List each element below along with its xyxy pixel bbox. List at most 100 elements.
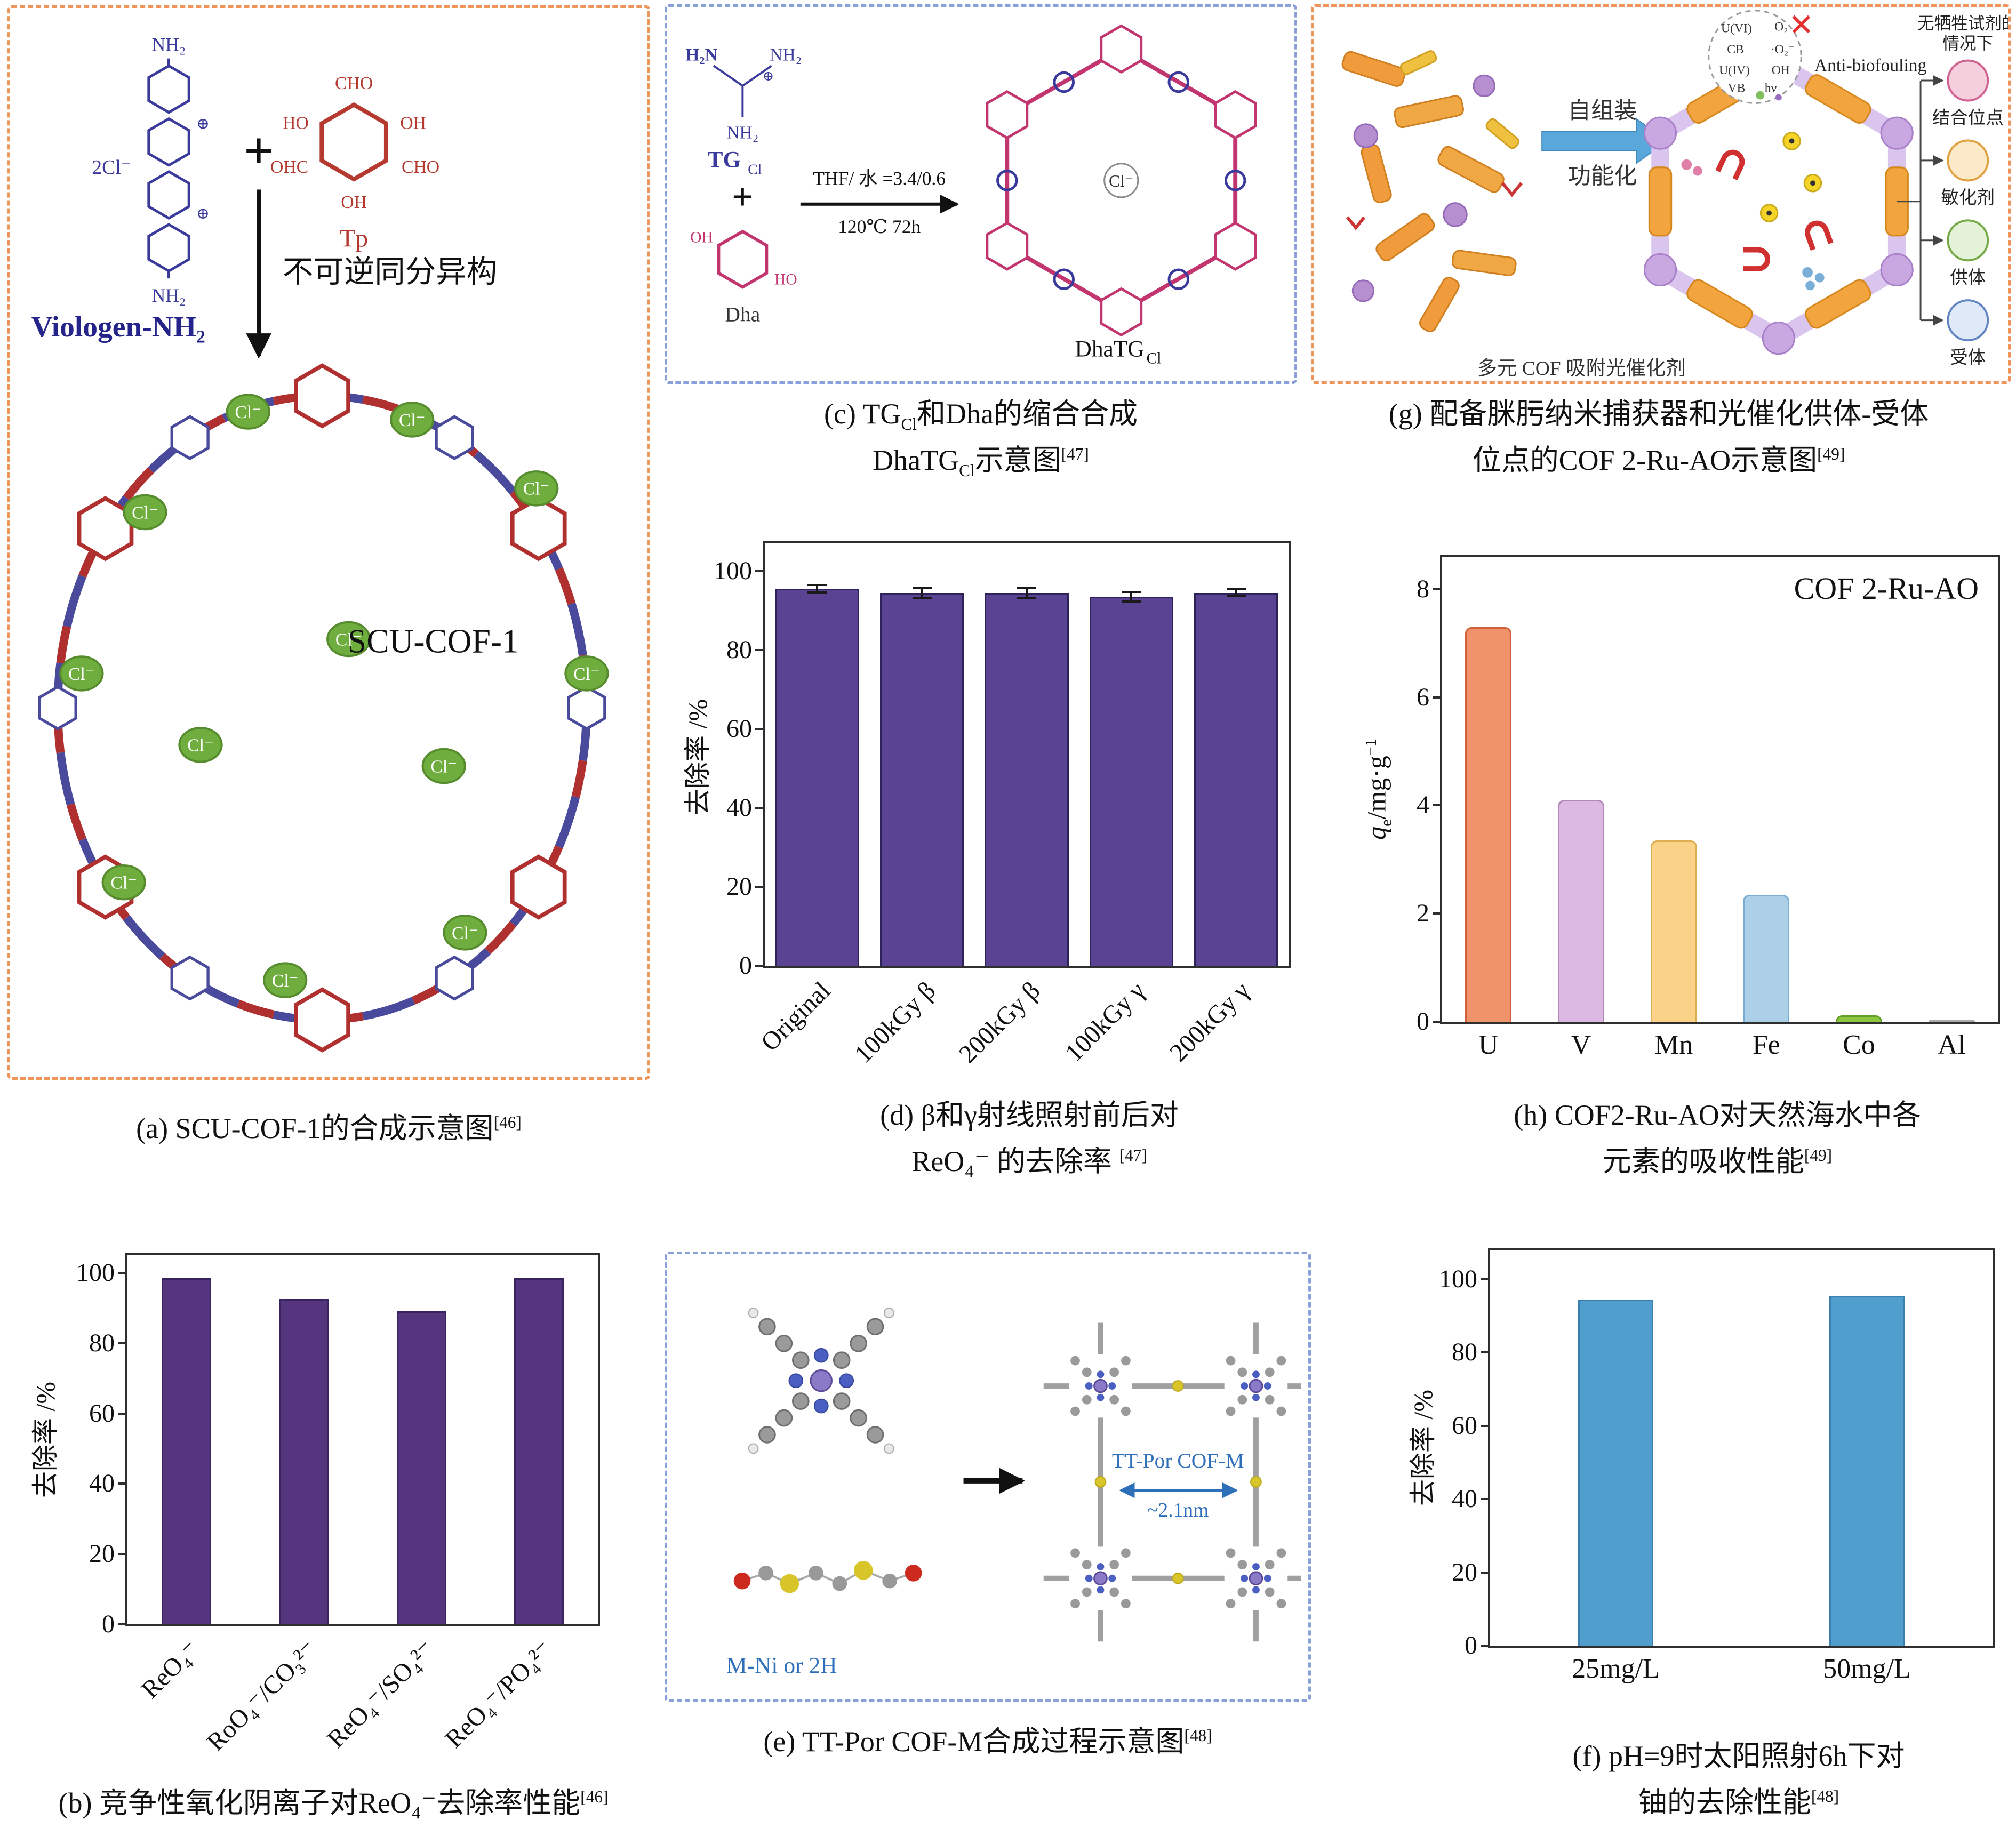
y-tick-label: 100: [76, 1258, 115, 1287]
caption-h-text2: 元素的吸收性能: [1602, 1145, 1804, 1177]
cl-badge: Cl⁻: [59, 655, 104, 692]
chart-d-plot: 0 20 40 60 80 100 Original 100kGy β 200kGy β 100k…: [714, 541, 1291, 1068]
functionalize-label: 功能化: [1567, 163, 1637, 189]
cl-badge: Cl⁻: [443, 915, 487, 951]
cl-badge: Cl⁻: [390, 402, 435, 438]
oh-label: OH: [690, 229, 713, 246]
caption-a: (a) SCU-COF-1的合成示意图[46]: [7, 1112, 650, 1145]
caption-c-text2: 和Dha的缩合合成: [917, 398, 1138, 430]
bar-RoO₄⁻/CO₃²⁻: [279, 1299, 329, 1624]
cl-badge: Cl⁻: [564, 655, 609, 692]
cl-badge-label: Cl⁻: [68, 664, 95, 684]
oh-label: OH: [1772, 63, 1790, 77]
plus-sign: +: [732, 177, 753, 218]
caption-h-line1: (h) COF2-Ru-AO对天然海水中各: [1419, 1099, 2016, 1132]
cl-badge-label: Cl⁻: [523, 479, 550, 499]
panel-a-box: NH₂ NH₂ 2Cl⁻ ⊕ ⊕ + CHO HO OH OHC CHO OH …: [7, 5, 650, 1080]
cation-charge-icon: ⊕: [196, 115, 210, 132]
caption-g-text2: 位点的COF 2-Ru-AO示意图: [1472, 444, 1818, 476]
tgcl-structure: [713, 65, 772, 118]
y-tick-label: 20: [726, 872, 752, 901]
y-tick-label: 2: [1417, 899, 1429, 928]
y-tick-label: 80: [1452, 1338, 1477, 1367]
caption-h-line2: 元素的吸收性能[49]: [1419, 1145, 2016, 1178]
caption-f-line1: (f) pH=9时太阳照射6h下对: [1461, 1739, 2016, 1773]
caption-e-ref: [48]: [1184, 1726, 1212, 1745]
plus-sign: +: [244, 122, 274, 180]
panel-e-figure: M-Ni or 2H TT-Por COF-M: [726, 1303, 1301, 1679]
acceptor-label: 受体: [1950, 348, 1986, 367]
caption-b: (b) 竞争性氧化阴离子对ReO₄⁻去除率性能[46]: [0, 1786, 667, 1819]
y-tick-mark: [118, 1271, 127, 1274]
bar-Mn: [1650, 840, 1697, 1022]
uvi-label: U(VI): [1721, 21, 1752, 35]
y-tick-label: 60: [726, 714, 752, 743]
y-tick-label: 40: [726, 793, 752, 822]
y-tick-label: 8: [1417, 574, 1429, 603]
caption-d-line2: ReO₄⁻ 的去除率 [47]: [736, 1145, 1323, 1178]
cof-framework-model: [1043, 1322, 1301, 1642]
x-tick-label: Mn: [1654, 1030, 1693, 1060]
bar-ReO₄⁻/SO₄²⁻: [396, 1311, 446, 1624]
caption-b-text: (b) 竞争性氧化阴离子对ReO₄⁻去除率性能: [58, 1787, 581, 1819]
x-tick-label: ReO₄⁻: [136, 1634, 205, 1704]
cl-badge-label: Cl⁻: [235, 403, 261, 422]
y-tick-mark: [755, 965, 765, 967]
y-tick-label: 4: [1417, 791, 1429, 820]
cl-badge-label: Cl⁻: [335, 630, 362, 650]
cl-badge-label: Cl⁻: [110, 873, 137, 893]
nh2-label: NH₂: [770, 45, 802, 65]
caption-a-text: (a) SCU-COF-1的合成示意图: [136, 1112, 494, 1144]
x-tick-label: ReO₄⁻/SO₄²⁻: [322, 1634, 441, 1754]
caption-c-sub: Cl: [901, 414, 917, 434]
x-tick-label: 100kGy β: [849, 976, 941, 1069]
condition-bottom-label: 120℃ 72h: [838, 216, 921, 237]
scu-cof-ring: [39, 366, 605, 1051]
x-tick-label: Original: [755, 976, 836, 1057]
error-bar: [1130, 590, 1133, 603]
chart-f-plot: 0 20 40 60 80 100 25mg/L 50mg/L: [1439, 1248, 1995, 1683]
scu-cof-1-label: SCU-COF-1: [348, 622, 519, 660]
bar-Co: [1836, 1015, 1882, 1022]
caption-c-line1: (c) TGCl和Dha的缩合合成: [665, 397, 1297, 434]
x-tick-label: 200kGy γ: [1164, 976, 1255, 1068]
y-tick-label: 20: [1452, 1558, 1477, 1586]
metal-label: M-Ni or 2H: [726, 1653, 837, 1679]
y-tick-mark: [1481, 1278, 1490, 1280]
y-tick-mark: [1433, 804, 1442, 807]
bar-100kGy β: [880, 592, 964, 966]
panel-c-box: H₂N NH₂ NH₂ ⊕ TG Cl + OH HO Dha THF/ 水 =…: [665, 4, 1297, 384]
binding-site-label: 结合位点: [1932, 108, 2004, 128]
chart-h-title: COF 2-Ru-AO: [1794, 571, 1979, 606]
cho-label: CHO: [335, 74, 373, 93]
cl-badge-label: Cl⁻: [452, 924, 478, 943]
oh-label: OH: [341, 193, 367, 212]
y-tick-mark: [1433, 912, 1442, 915]
photocatalysis-inset: U(VI) O₂ CB ·O₂⁻ U(IV) OH VB hν: [1708, 10, 1811, 104]
bar-ReO₄⁻: [161, 1278, 211, 1624]
x-tick-label: U: [1478, 1030, 1499, 1060]
bar-ReO₄⁻/PO₄²⁻: [514, 1278, 564, 1624]
bar-Al: [1928, 1020, 1975, 1022]
sensitizer-label: 敏化剂: [1941, 188, 1995, 208]
caption-f-line2: 铀的去除性能[48]: [1461, 1786, 2016, 1819]
monomer-units: [1341, 50, 1523, 333]
chart-b-ylabel: 去除率 /%: [30, 1381, 60, 1498]
caption-e: (e) TT-Por COF-M合成过程示意图[48]: [665, 1725, 1311, 1758]
no-sacrificial-label-1: 无牺牲试剂的: [1917, 14, 2008, 33]
error-bar: [1235, 588, 1237, 598]
error-bar: [1026, 587, 1028, 599]
thiophene-model: [733, 1561, 922, 1593]
cl-badge: Cl⁻: [178, 727, 223, 763]
oh-label: OH: [400, 113, 426, 133]
caption-c-text3: DhaTG: [873, 444, 959, 476]
panel-g-box: 自组装 功能化: [1311, 4, 2011, 384]
cl-badge: Cl⁻: [514, 470, 559, 507]
bar-50mg/L: [1829, 1295, 1905, 1646]
chart-d-ylabel: 去除率 /%: [683, 699, 713, 816]
viologen-structure: [149, 58, 189, 279]
o2-label: O₂: [1774, 20, 1788, 34]
nh2-bottom-label: NH₂: [152, 285, 186, 306]
caption-g-ref: [49]: [1817, 445, 1845, 463]
